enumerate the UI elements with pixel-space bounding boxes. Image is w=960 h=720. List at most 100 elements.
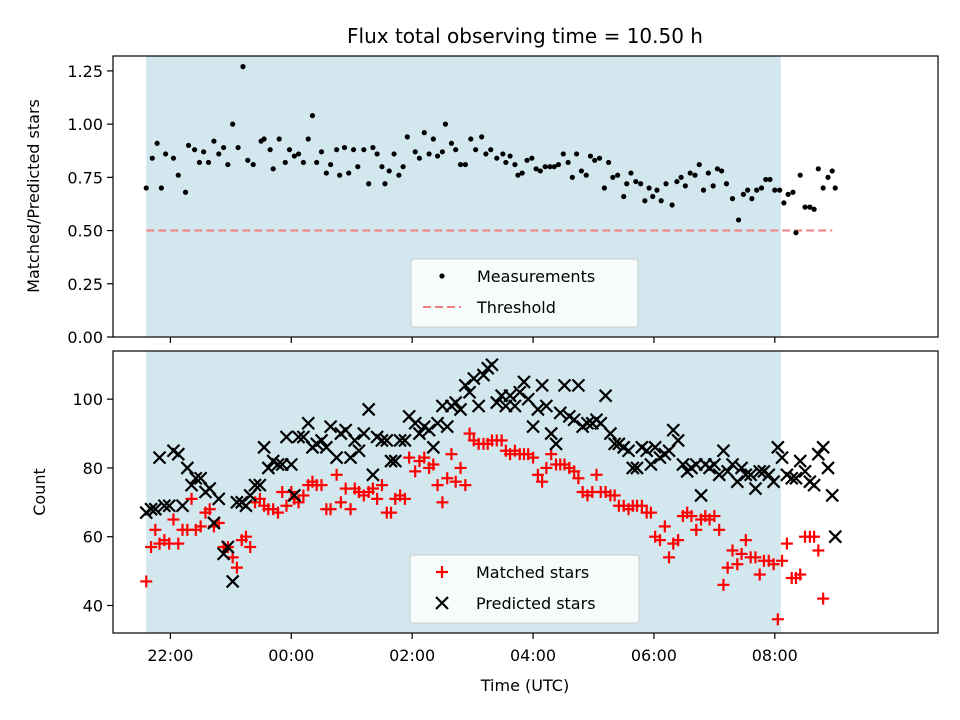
matched-star-point (203, 503, 216, 516)
matched-star-point (536, 475, 549, 488)
predicted-star-point (357, 426, 371, 441)
measurement-point (700, 187, 707, 193)
matched-star-point (590, 468, 603, 481)
measurement-point (216, 151, 222, 157)
measurement-point (606, 159, 612, 166)
measurement-point (143, 185, 149, 191)
predicted-star-point (189, 471, 203, 486)
matched-star-point (185, 492, 198, 505)
predicted-star-point (671, 433, 685, 448)
top-y-tick-label: 0.75 (67, 168, 103, 187)
bottom-x-tick-label: 22:00 (147, 646, 193, 665)
measurement-point (638, 181, 644, 187)
predicted-star-point (388, 454, 403, 468)
matched-star-point (721, 561, 734, 574)
matched-star-point (315, 479, 328, 492)
matched-star-point (239, 530, 252, 543)
matched-star-point (427, 458, 440, 471)
measurement-point (560, 151, 566, 157)
measurement-point (473, 147, 479, 153)
predicted-star-point (828, 529, 843, 544)
predicted-star-point (398, 433, 412, 448)
predicted-star-point (257, 440, 271, 455)
matched-star-point (540, 461, 553, 474)
predicted-star-point (216, 547, 231, 561)
measurement-point (687, 170, 693, 176)
matched-star-point (297, 489, 310, 502)
measurement-point (533, 166, 539, 172)
predicted-star-point (271, 457, 285, 472)
predicted-star-point (775, 450, 789, 465)
matched-star-point (672, 534, 685, 547)
predicted-star-point (557, 378, 572, 393)
measurement-point (825, 174, 831, 180)
measurement-point (785, 191, 791, 197)
measurement-point (719, 168, 725, 174)
predicted-star-point (485, 357, 499, 372)
top-y-tick-label: 1.00 (67, 115, 103, 134)
predicted-star-point (766, 474, 781, 489)
measurement-point (442, 121, 449, 127)
measurement-point (674, 178, 680, 185)
matched-star-point (145, 541, 158, 554)
measurement-point (448, 140, 455, 146)
top-y-tick-label: 1.25 (67, 62, 103, 81)
measurement-point (314, 159, 320, 166)
measurement-point (646, 185, 652, 191)
predicted-star-point (816, 440, 830, 455)
bottom-x-tick-label: 06:00 (631, 646, 677, 665)
predicted-star-point (239, 498, 253, 513)
matched-star-point (172, 537, 185, 550)
legend-dot-marker (439, 273, 445, 279)
measurement-point (503, 159, 509, 166)
matched-star-point (330, 468, 343, 481)
measurement-point (745, 187, 751, 193)
predicted-star-point (458, 378, 473, 393)
measurement-point (453, 147, 459, 153)
predicted-star-point (314, 433, 329, 448)
measurement-point (735, 217, 742, 223)
measurement-point (483, 151, 489, 157)
matched-star-point (385, 506, 398, 519)
predicted-star-point (630, 461, 644, 475)
legend-label-threshold: Threshold (476, 298, 556, 317)
predicted-star-point (607, 437, 622, 451)
matched-star-point (685, 510, 698, 523)
predicted-star-point (752, 464, 767, 479)
measurement-point (524, 157, 530, 163)
chart-title: Flux total observing time = 10.50 h (347, 24, 703, 48)
predicted-star-point (462, 385, 477, 400)
bottom-x-tick-label: 04:00 (510, 646, 556, 665)
measurement-point (439, 149, 445, 155)
predicted-star-point (319, 440, 334, 455)
matched-star-point (324, 503, 337, 516)
measurement-point (663, 181, 669, 187)
matched-star-point (431, 479, 444, 492)
predicted-star-point (440, 419, 455, 434)
matched-stars-series (140, 427, 830, 626)
predicted-star-point (567, 413, 581, 427)
measurement-point (374, 151, 380, 157)
bottom-x-tick-label: 00:00 (268, 646, 314, 665)
predicted-star-point (184, 478, 199, 492)
measurement-point (235, 144, 241, 151)
measurement-point (154, 140, 160, 146)
predicted-star-point (384, 454, 398, 468)
measurement-point (305, 136, 311, 142)
predicted-star-point (730, 474, 745, 489)
measurement-point (149, 155, 155, 161)
matched-star-point (717, 578, 730, 591)
predicted-star-point (666, 423, 681, 437)
matched-star-point (398, 492, 411, 505)
matched-star-point (572, 472, 585, 485)
measurement-point (587, 153, 594, 159)
matched-star-point (495, 434, 508, 447)
measurement-point (802, 204, 808, 210)
measurement-point (621, 193, 627, 200)
matched-star-point (708, 510, 721, 523)
bottom-x-axis: 22:00 00:00 02:00 04:00 06:00 08:00 (147, 633, 798, 665)
matched-star-point (713, 523, 726, 536)
measurement-point (361, 147, 367, 153)
top-axes-frame (112, 55, 939, 338)
matched-star-point (644, 506, 657, 519)
